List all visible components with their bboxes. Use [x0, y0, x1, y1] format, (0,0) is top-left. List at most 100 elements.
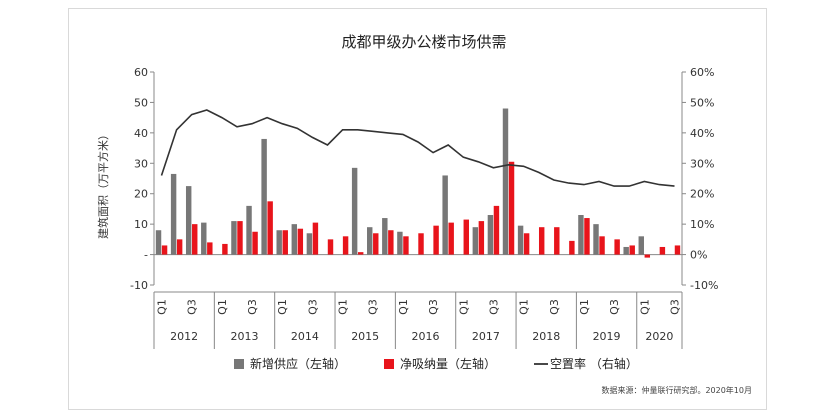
y-tick-label: 40 [134, 127, 148, 140]
y-tick-label: - [144, 249, 148, 262]
quarter-tick-label: Q1 [638, 299, 651, 315]
absorption-bar [493, 205, 500, 255]
y-tick-label: -10 [130, 279, 148, 292]
year-label: 2012 [170, 330, 198, 343]
absorption-bar [252, 231, 258, 255]
year-label: 2016 [412, 330, 440, 343]
absorption-bar [297, 228, 304, 255]
quarter-tick-label: Q3 [306, 299, 319, 315]
y2-tick-label: 30% [690, 157, 714, 170]
legend-label: 新增供应（左轴） [250, 356, 346, 371]
supply-bar [261, 138, 267, 255]
quarter-tick-label: Q1 [397, 299, 410, 315]
absorption-bar [674, 245, 681, 255]
absorption-bar [373, 233, 379, 255]
absorption-bar [448, 222, 454, 255]
supply-bar [170, 173, 177, 255]
supply-bar [276, 230, 282, 255]
absorption-bar [554, 227, 560, 255]
y2-tick-label: 40% [690, 127, 714, 140]
y-tick-label: 10 [134, 218, 148, 231]
chart-title: 成都甲级办公楼市场供需 [341, 33, 506, 51]
y-tick-label: 20 [134, 188, 148, 201]
absorption-bar [222, 243, 228, 255]
legend-swatch-absorption [384, 359, 394, 369]
absorption-bar [282, 230, 288, 255]
supply-bar [351, 167, 358, 255]
supply-bar [442, 175, 448, 255]
y2-tick-label: -10% [690, 279, 718, 292]
absorption-bar [569, 240, 575, 255]
supply-bar [472, 227, 479, 255]
y-tick-label: 50 [134, 96, 148, 109]
absorption-bar [267, 201, 273, 255]
vacancy-line [160, 109, 675, 187]
supply-bar [593, 224, 599, 255]
year-label: 2019 [593, 330, 621, 343]
absorption-bar [644, 254, 651, 258]
legend-label: 净吸纳量（左轴） [400, 356, 496, 371]
y2-tick-label: 20% [690, 188, 714, 201]
supply-bar [306, 233, 313, 255]
absorption-bar [599, 236, 605, 255]
supply-bar [231, 221, 237, 255]
absorption-bar [207, 242, 213, 255]
absorption-bar [418, 233, 424, 255]
supply-bar [155, 230, 162, 255]
quarter-tick-label: Q3 [186, 299, 199, 315]
supply-bar [185, 186, 192, 255]
quarter-tick-label: Q3 [427, 299, 440, 315]
quarter-tick-label: Q1 [337, 299, 350, 315]
quarter-tick-label: Q1 [457, 299, 470, 315]
y2-tick-label: 50% [690, 96, 714, 109]
supply-bar [578, 215, 584, 255]
legend-label: 空置率 （右轴） [550, 356, 638, 371]
quarter-tick-label: Q3 [608, 299, 621, 315]
absorption-bar [327, 239, 334, 255]
chart-svg: 成都甲级办公楼市场供需 建筑面积（万平方米） -10-102030405060-… [96, 33, 752, 395]
supply-bar [382, 218, 388, 255]
quarter-tick-label: Q3 [548, 299, 561, 315]
year-label: 2018 [532, 330, 560, 343]
year-label: 2013 [231, 330, 259, 343]
absorption-bar [584, 218, 590, 255]
y2-tick-label: 10% [690, 218, 714, 231]
chart-frame: 成都甲级办公楼市场供需 建筑面积（万平方米） -10-10 20 30 40 50 60-… [68, 8, 767, 410]
y2-tick-label: 60% [690, 66, 714, 79]
supply-bar [397, 231, 403, 255]
absorption-bar [538, 227, 545, 255]
absorption-bar [659, 246, 666, 255]
quarter-tick-label: Q3 [367, 299, 380, 315]
absorption-bar [508, 161, 515, 255]
absorption-bar [388, 230, 394, 255]
year-label: 2015 [351, 330, 379, 343]
year-label: 2020 [645, 330, 673, 343]
source-note: 数据来源：仲量联行研究部。2020年10月 [601, 385, 752, 395]
year-label: 2014 [291, 330, 319, 343]
absorption-bar [312, 222, 319, 255]
y2-tick-label: 0% [690, 249, 707, 262]
quarter-tick-label: Q3 [487, 299, 500, 315]
quarter-tick-label: Q1 [578, 299, 591, 315]
quarter-tick-label: Q3 [668, 299, 681, 315]
plot-area: -10-102030405060-10%0%10%20%30%40%50%60%… [130, 66, 718, 349]
absorption-bar [614, 239, 620, 255]
quarter-tick-label: Q1 [216, 299, 229, 315]
absorption-bar [176, 239, 183, 255]
supply-bar [517, 225, 524, 255]
supply-bar [502, 108, 509, 255]
quarter-tick-label: Q3 [246, 299, 259, 315]
supply-bar [638, 236, 644, 255]
absorption-bar [478, 221, 485, 255]
absorption-bar [342, 236, 349, 255]
supply-bar [246, 205, 252, 255]
absorption-bar [192, 224, 198, 255]
absorption-bar [161, 245, 168, 255]
supply-bar [367, 227, 373, 255]
supply-bar [291, 224, 298, 255]
legend: 新增供应（左轴） 净吸纳量（左轴） 空置率 （右轴） [234, 356, 638, 371]
supply-bar [201, 222, 207, 255]
quarter-tick-label: Q1 [518, 299, 531, 315]
absorption-bar [237, 221, 243, 255]
absorption-bar [629, 245, 635, 255]
